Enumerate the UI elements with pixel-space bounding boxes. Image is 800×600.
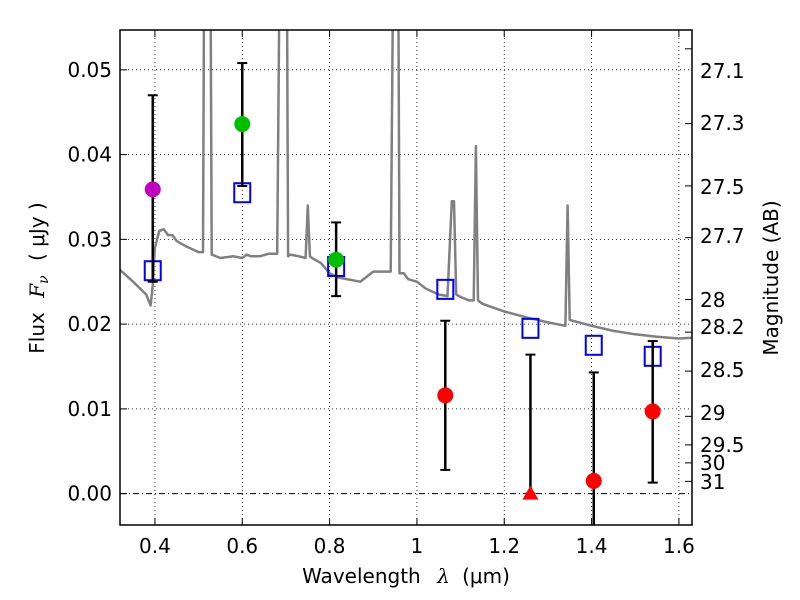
observed-flux-point [585, 472, 602, 489]
y-tick-label: 0.01 [67, 397, 112, 421]
y-axis-symbol-sub: ν [36, 275, 52, 284]
x-tick-label: 1.4 [576, 534, 608, 558]
x-axis-title-text: Wavelength [302, 564, 421, 588]
observed-flux-point [328, 251, 345, 268]
y-tick-label: 0.05 [67, 58, 112, 82]
y-tick-label: 0.02 [67, 312, 112, 336]
observed-flux-point [437, 387, 454, 404]
y-axis-symbol: F [25, 283, 49, 299]
y2-tick-label: 29 [700, 401, 725, 425]
y2-tick-label: 28.2 [700, 315, 745, 339]
error-bar [588, 371, 599, 525]
x-axis-unit: (μm) [462, 564, 510, 588]
x-tick-label: 1.6 [663, 534, 695, 558]
y-axis-unit: ( μJy ) [25, 202, 49, 261]
observed-flux-point [144, 181, 161, 198]
x-axis-title: Wavelength λ (μm) [302, 564, 510, 588]
y2-tick-label: 28 [700, 288, 725, 312]
y-axis-title: Flux Fν ( μJy ) [25, 202, 53, 353]
y2-axis-title: Magnitude (AB) [759, 200, 783, 355]
model-photometry-square [584, 334, 603, 356]
y2-tick-label: 27.3 [700, 111, 745, 135]
x-tick-label: 1 [411, 534, 424, 558]
y-tick-label: 0.03 [67, 227, 112, 251]
y2-tick-label: 31 [700, 470, 725, 494]
x-axis-symbol: λ [436, 564, 450, 588]
plot-frame [119, 29, 693, 526]
model-spectrum-layer [120, 30, 692, 340]
y-axis-title-text: Flux [25, 312, 49, 354]
model-spectrum-line [120, 30, 692, 340]
y2-tick-label: 28.5 [700, 358, 745, 382]
observed-flux-point [234, 116, 251, 133]
y2-tick-label: 29.5 [700, 433, 745, 457]
y-axis-ticks: 0.00 0.01 0.02 0.03 0.04 0.05 [67, 58, 127, 506]
grid-lines [120, 30, 692, 525]
observed-flux-point [644, 403, 661, 420]
x-tick-label: 1.2 [488, 534, 520, 558]
data-marks-layer [143, 62, 662, 525]
model-photometry-square [436, 278, 455, 300]
upper-limit-triangle [522, 485, 539, 500]
y-tick-label: 0.04 [67, 143, 112, 167]
y2-tick-label: 30 [700, 451, 725, 475]
y-tick-label: 0.00 [67, 482, 112, 506]
y2-tick-label: 27.5 [700, 175, 745, 199]
x-tick-label: 0.8 [314, 534, 346, 558]
x-axis-ticks: 0.4 0.6 0.8 1 1.2 1.4 1.6 [139, 30, 695, 558]
x-tick-label: 0.6 [226, 534, 258, 558]
y2-tick-label: 27.1 [700, 59, 745, 83]
y2-tick-label: 27.7 [700, 224, 745, 248]
model-photometry-square [521, 317, 540, 339]
x-tick-label: 0.4 [139, 534, 171, 558]
